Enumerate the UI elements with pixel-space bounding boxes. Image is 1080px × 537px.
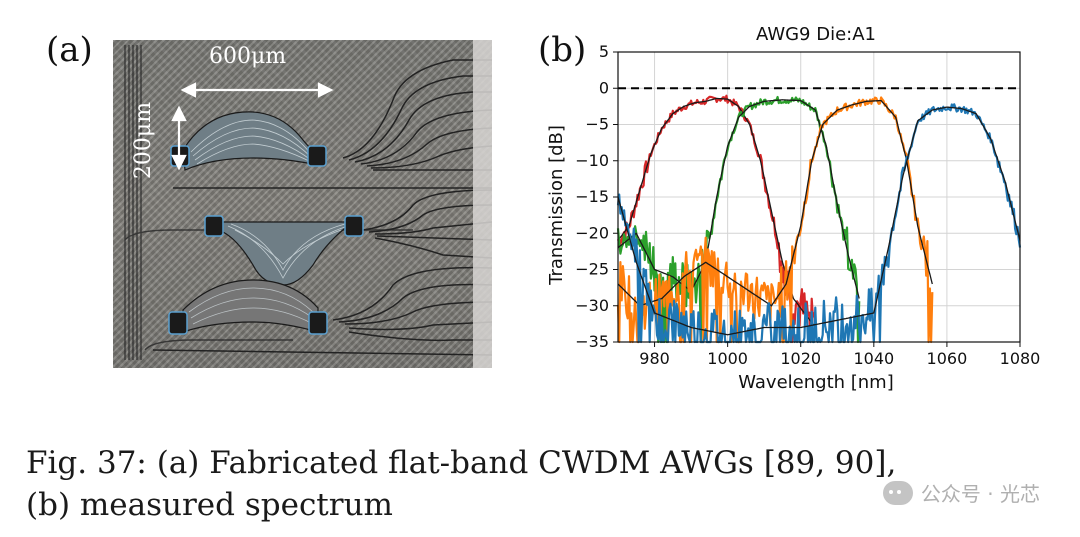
series-fit-1 bbox=[617, 97, 816, 328]
y-tick-label: −10 bbox=[575, 151, 609, 170]
x-axis-label: Wavelength [nm] bbox=[738, 372, 894, 393]
x-tick-label: 980 bbox=[639, 349, 670, 368]
x-tick-label: 1040 bbox=[853, 349, 894, 368]
chart-series bbox=[616, 94, 1022, 344]
x-tick-label: 1020 bbox=[780, 349, 821, 368]
y-tick-label: −20 bbox=[575, 223, 609, 242]
chart-ticks: 980 1000 1020 1040 1060 1080 5 0 −5 −10 −15 −20 −25 −… bbox=[575, 42, 1040, 368]
x-tick-label: 1000 bbox=[707, 349, 748, 368]
chart-title: AWG9 Die:A1 bbox=[756, 24, 876, 45]
y-axis-label: Transmission [dB] bbox=[546, 125, 567, 286]
x-tick-label: 1060 bbox=[927, 349, 968, 368]
panel-a-label: (a) bbox=[46, 30, 93, 70]
y-tick-label: −30 bbox=[575, 296, 609, 315]
caption-line-1: Fig. 37: (a) Fabricated flat-band CWDM A… bbox=[26, 445, 897, 481]
y-tick-label: 0 bbox=[599, 78, 609, 97]
y-tick-label: −15 bbox=[575, 187, 609, 206]
panel-b-label: (b) bbox=[538, 30, 587, 70]
micrograph-drawing bbox=[124, 40, 492, 368]
watermark-text: 公众号 · 光芯 bbox=[920, 482, 1040, 506]
caption-line-2: (b) measured spectrum bbox=[26, 487, 393, 523]
y-tick-label: −25 bbox=[575, 260, 609, 279]
scale-200um-label: 200μm bbox=[131, 101, 157, 180]
wechat-icon bbox=[882, 480, 913, 505]
figure-caption: Fig. 37: (a) Fabricated flat-band CWDM A… bbox=[26, 442, 1066, 526]
series-fit-3 bbox=[617, 99, 933, 307]
series-fit-2 bbox=[617, 99, 860, 299]
y-tick-label: −5 bbox=[585, 115, 609, 134]
series-fit-4 bbox=[617, 106, 1021, 336]
y-tick-label: 5 bbox=[599, 42, 609, 61]
scale-600um-label: 600μm bbox=[209, 44, 287, 69]
y-tick-label: −35 bbox=[575, 332, 609, 351]
x-tick-label: 1080 bbox=[1000, 349, 1041, 368]
watermark: 公众号 · 光芯 bbox=[882, 478, 1040, 507]
spectrum-chart: AWG9 Die:A1 980 1000 1020 1040 1060 1080 5 0 −5 −… bbox=[546, 24, 1040, 393]
awg-micrograph: 600μm 200μm bbox=[113, 40, 492, 368]
